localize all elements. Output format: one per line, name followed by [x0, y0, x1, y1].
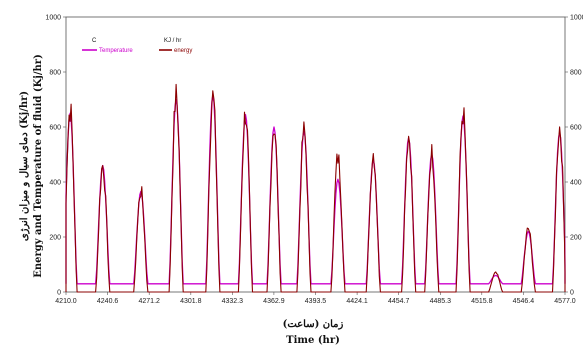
- x-tick-label: 4515.8: [471, 298, 493, 305]
- y-tick-label: 600: [49, 125, 61, 132]
- x-tick-label: 4454.7: [388, 298, 410, 305]
- right-y-tick-label: 1000: [570, 15, 583, 22]
- legend-left-unit: C: [92, 38, 97, 44]
- x-axis-label-english: Time (hr): [286, 335, 340, 346]
- y-tick-label: 800: [49, 70, 61, 77]
- legend: C Temperature KJ / hr energy: [82, 38, 192, 54]
- x-tick-label: 4240.6: [97, 298, 119, 305]
- x-tick-label: 4546.4: [513, 298, 535, 305]
- x-tick-label: 4301.8: [180, 298, 202, 305]
- right-y-axis: 0 200 400 600 800 1000: [565, 15, 583, 297]
- series-layer: [65, 83, 566, 293]
- legend-right-unit: KJ / hr: [164, 38, 181, 44]
- plot-frame: [65, 16, 566, 293]
- x-tick-label: 4210.0: [55, 298, 77, 305]
- x-tick-label: 4485.3: [430, 298, 452, 305]
- x-tick-label: 4424.1: [346, 298, 368, 305]
- legend-energy-label: energy: [174, 48, 192, 54]
- x-axis: 4210.0 4240.6 4271.2 4301.8 4332.3 4362.9 4393…: [55, 292, 576, 305]
- temperature-series-line: [65, 94, 566, 285]
- right-y-tick-label: 0: [570, 290, 574, 297]
- y-tick-label: 1000: [45, 15, 61, 22]
- energy-series-line: [65, 83, 566, 293]
- legend-temperature-label: Temperature: [99, 48, 133, 54]
- right-y-tick-label: 600: [570, 125, 582, 132]
- x-tick-label: 4577.0: [554, 298, 576, 305]
- right-y-tick-label: 200: [570, 235, 582, 242]
- x-tick-label: 4271.2: [139, 298, 161, 305]
- x-tick-label: 4362.9: [263, 298, 285, 305]
- y-axis-label-persian: دمای سیال و میزان انرژی (Kj/hr): [19, 91, 30, 241]
- y-tick-label: 0: [57, 290, 61, 297]
- x-axis-label-persian: زمان (ساعت): [283, 319, 344, 330]
- y-tick-label: 400: [49, 180, 61, 187]
- left-y-axis: 0 200 400 600 800 1000: [45, 15, 66, 297]
- y-tick-label: 200: [49, 235, 61, 242]
- x-tick-label: 4332.3: [222, 298, 244, 305]
- right-y-tick-label: 800: [570, 70, 582, 77]
- right-y-tick-label: 400: [570, 180, 582, 187]
- x-tick-label: 4393.5: [305, 298, 327, 305]
- y-axis-label-english: Energy and Temperature of fluid (Kj/hr): [33, 54, 44, 278]
